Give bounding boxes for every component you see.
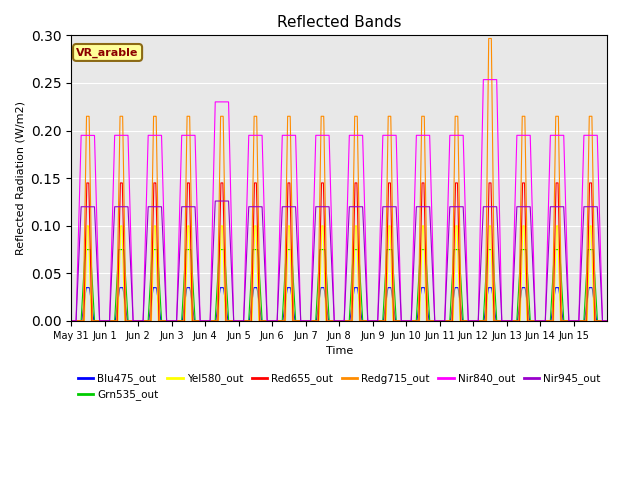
Blu475_out [604,318,611,324]
Yel580_out [67,318,75,324]
Nir945_out [211,198,219,204]
Yel580_out [604,318,611,324]
Redg715_out [493,318,501,324]
Line: Redg715_out: Redg715_out [71,38,607,321]
Nir945_out [385,204,392,210]
Redg715_out [94,318,102,324]
Redg715_out [385,113,392,119]
Redg715_out [465,318,472,324]
Nir945_out [94,283,102,289]
Nir840_out [94,261,102,267]
Grn535_out [465,318,472,324]
Grn535_out [94,318,102,324]
Nir840_out [493,105,501,111]
Blu475_out [408,318,415,324]
Y-axis label: Reflected Radiation (W/m2): Reflected Radiation (W/m2) [15,101,25,255]
Nir840_out [67,318,75,324]
Red655_out [604,318,611,324]
Nir840_out [604,318,611,324]
Nir945_out [67,318,75,324]
Line: Red655_out: Red655_out [71,183,607,321]
Legend: Blu475_out, Grn535_out, Yel580_out, Red655_out, Redg715_out, Nir840_out, Nir945_: Blu475_out, Grn535_out, Yel580_out, Red6… [74,369,605,405]
Blu475_out [493,318,501,324]
Grn535_out [408,318,415,324]
Blu475_out [385,285,392,290]
Redg715_out [261,318,269,324]
Red655_out [67,318,75,324]
Title: Reflected Bands: Reflected Bands [277,15,401,30]
Text: VR_arable: VR_arable [76,48,139,58]
Red655_out [493,318,501,324]
Line: Yel580_out: Yel580_out [71,226,607,321]
Line: Nir945_out: Nir945_out [71,201,607,321]
Yel580_out [94,318,102,324]
Red655_out [261,318,269,324]
Blu475_out [67,318,75,324]
Line: Blu475_out: Blu475_out [71,288,607,321]
Nir840_out [465,318,472,324]
Blu475_out [261,318,269,324]
Line: Grn535_out: Grn535_out [71,250,607,321]
Yel580_out [83,223,91,228]
Redg715_out [485,36,493,41]
Yel580_out [465,318,472,324]
Grn535_out [67,318,75,324]
Nir840_out [261,247,269,253]
Nir945_out [261,276,269,282]
Yel580_out [261,318,269,324]
Redg715_out [604,318,611,324]
Yel580_out [408,318,415,324]
Nir840_out [479,77,487,83]
Nir945_out [408,305,415,311]
Blu475_out [465,318,472,324]
Nir945_out [493,217,501,223]
Line: Nir840_out: Nir840_out [71,80,607,321]
Grn535_out [385,247,392,252]
Blu475_out [94,318,102,324]
Yel580_out [493,318,501,324]
Red655_out [83,180,91,186]
Redg715_out [408,318,415,324]
Blu475_out [83,285,90,290]
Grn535_out [604,318,611,324]
Nir945_out [465,318,472,324]
Nir945_out [604,318,611,324]
Grn535_out [81,247,89,252]
Grn535_out [493,318,501,324]
Red655_out [408,318,415,324]
X-axis label: Time: Time [326,346,353,356]
Yel580_out [385,236,392,241]
Nir840_out [385,132,392,138]
Red655_out [465,318,472,324]
Nir840_out [408,299,415,305]
Red655_out [385,181,392,187]
Grn535_out [261,318,269,324]
Red655_out [94,318,102,324]
Redg715_out [67,318,75,324]
